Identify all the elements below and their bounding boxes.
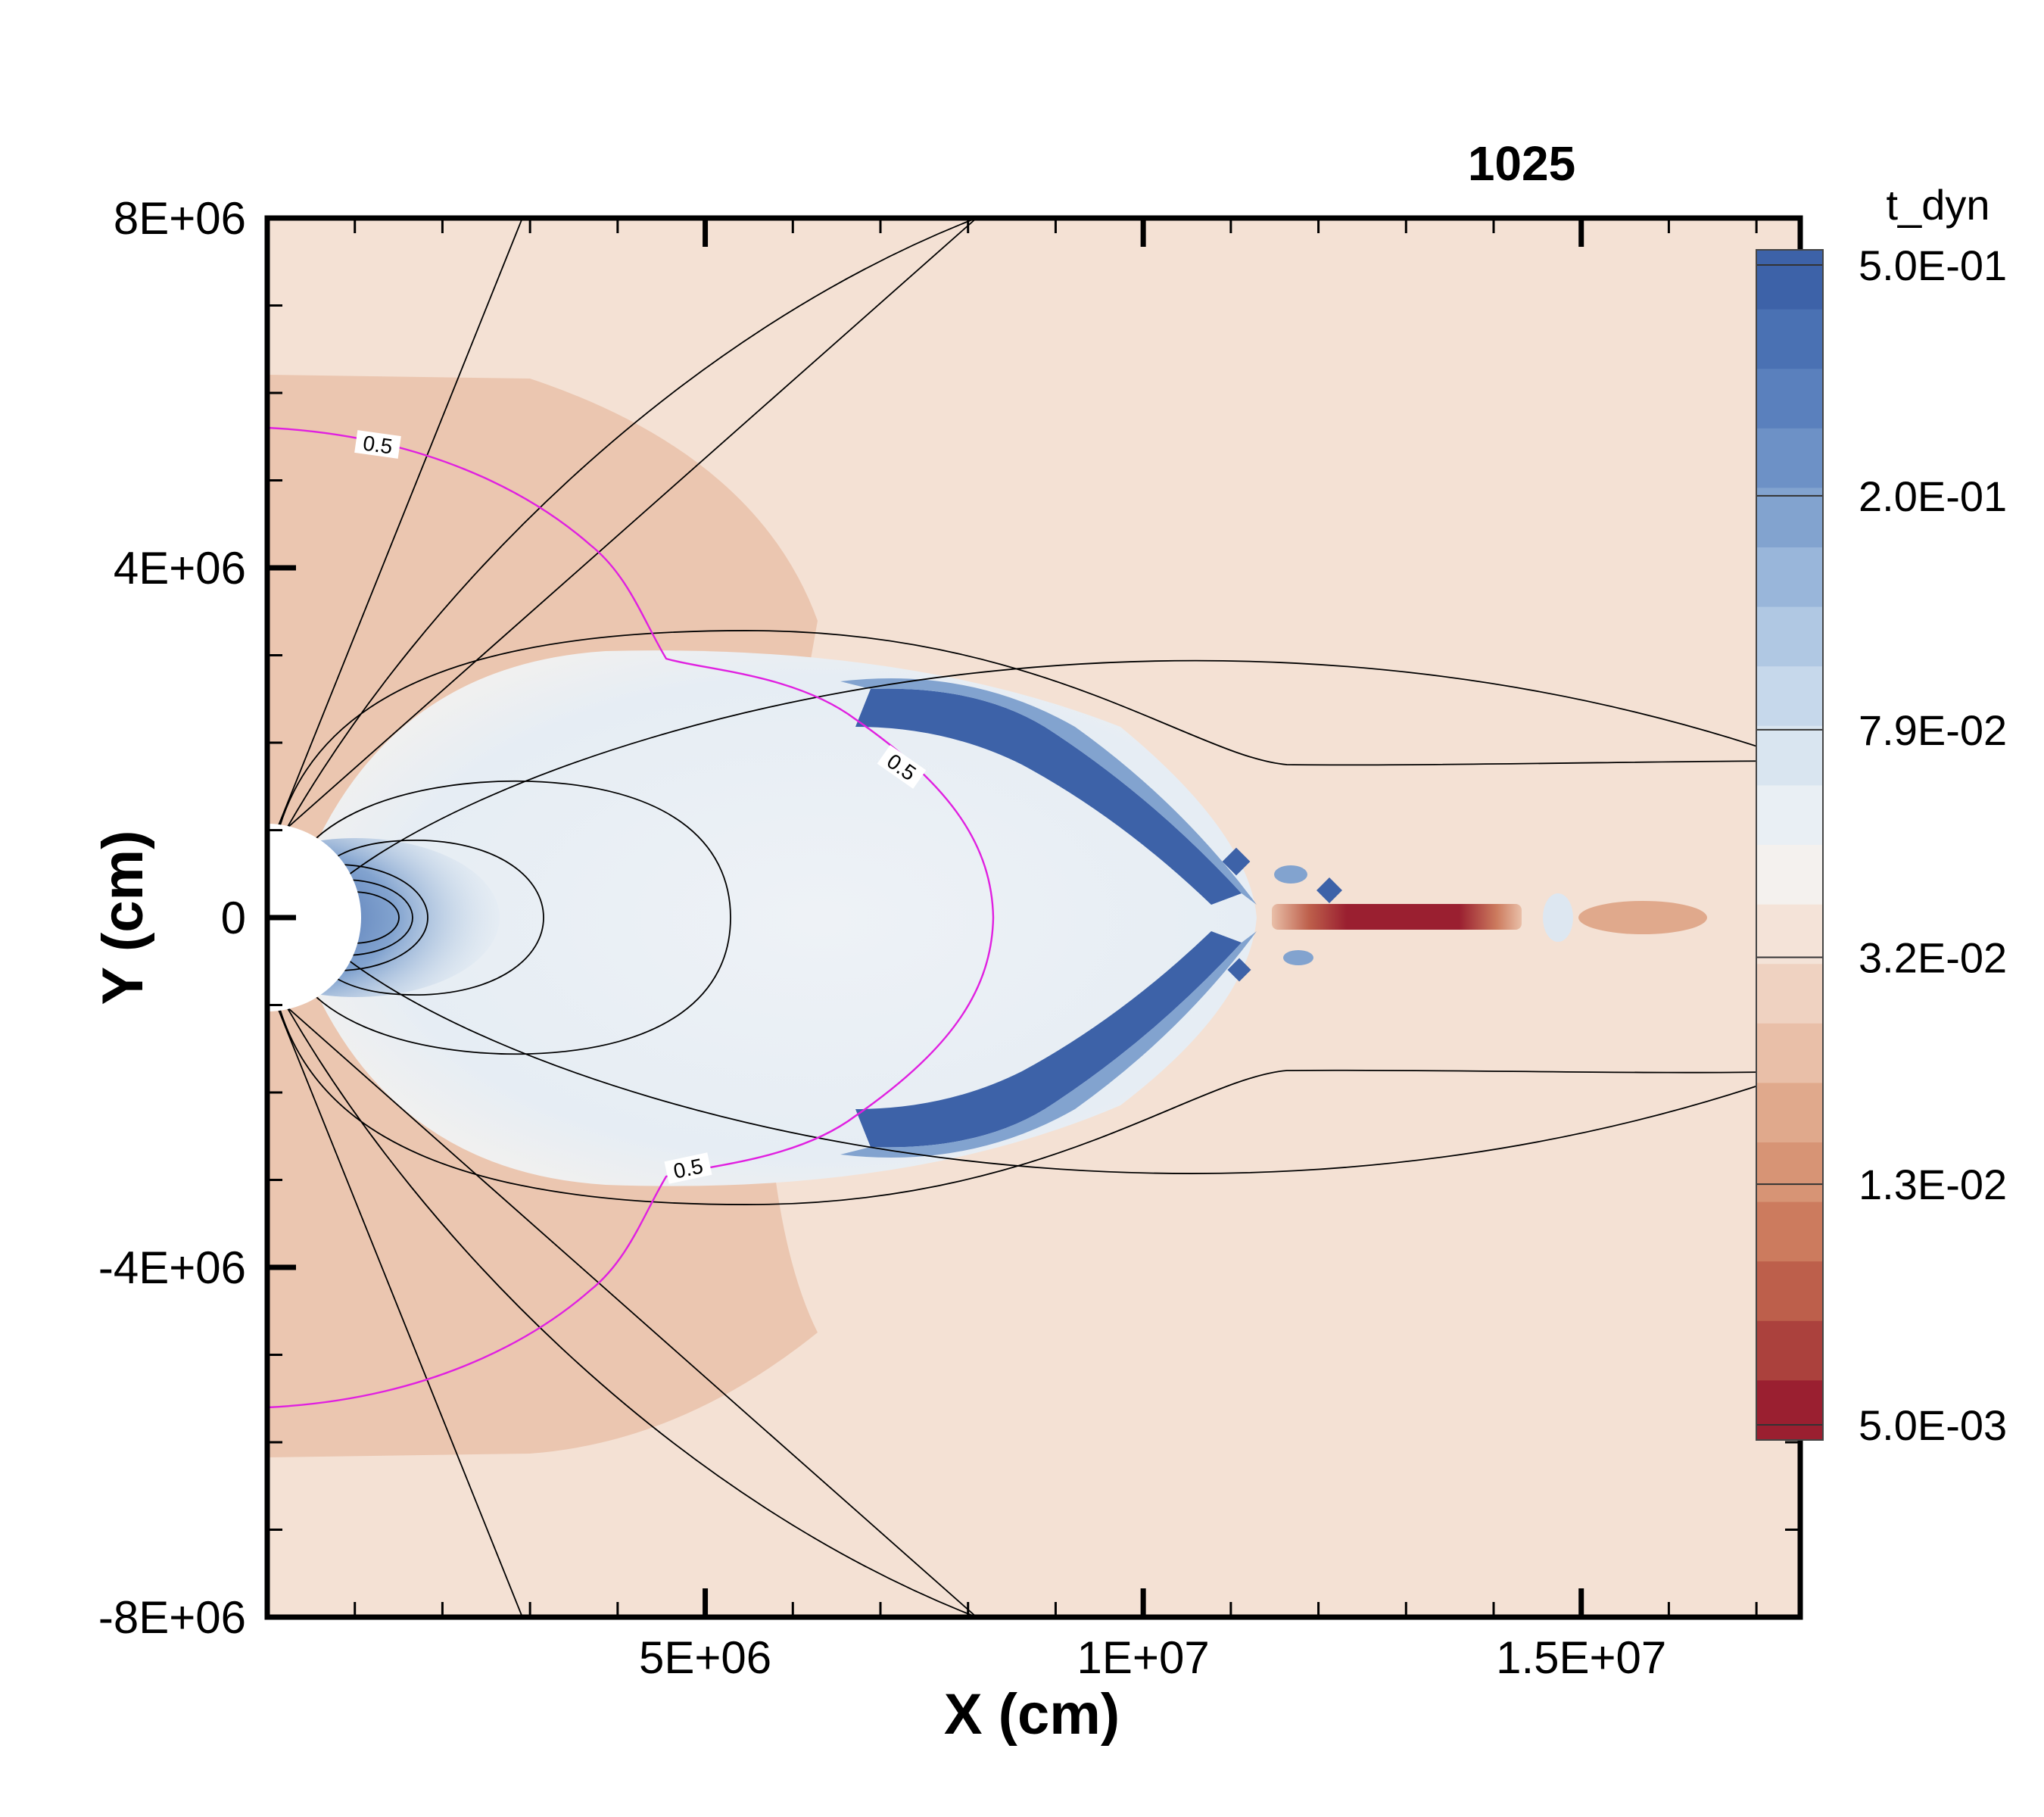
colorbar-swatch: [1756, 369, 1823, 429]
colorbar-label: 5.0E-01: [1859, 242, 2007, 289]
y-tick-label: -4E+06: [98, 1242, 246, 1293]
colorbar-label: 3.2E-02: [1859, 933, 2007, 981]
colorbar-swatch: [1756, 845, 1823, 905]
jet-gap: [1543, 893, 1573, 942]
colorbar-label: 7.9E-02: [1859, 706, 2007, 754]
colorbar-frame: [1756, 249, 1824, 1441]
colorbar-swatch: [1756, 1142, 1823, 1203]
colorbar-swatch: [1756, 1201, 1823, 1262]
colorbar-swatch: [1756, 1083, 1823, 1143]
jet-spike: [1272, 904, 1522, 930]
colorbar-swatch: [1756, 428, 1823, 488]
x-tick-label: 1E+07: [1077, 1632, 1210, 1683]
chart-title: 1025: [1468, 136, 1575, 191]
shock-knot-5: [1283, 950, 1313, 965]
colorbar-swatch: [1756, 1023, 1823, 1083]
y-axis-label: Y (cm): [91, 831, 155, 1005]
shock-fringe-upper: [840, 678, 1257, 905]
shock-band-lower: [855, 931, 1242, 1148]
y-tick-labels: 8E+06 4E+06 0 -4E+06 -8E+06: [98, 193, 246, 1643]
magenta-contour: [267, 426, 995, 1409]
colorbar-swatches: [1756, 250, 1823, 1441]
central-body: [267, 824, 361, 1011]
colorbar-swatch: [1756, 547, 1823, 608]
x-tick-label: 5E+06: [639, 1632, 771, 1683]
colorbar-label: 5.0E-03: [1859, 1401, 2007, 1449]
x-tick-label: 1.5E+07: [1496, 1632, 1666, 1683]
shock-knot-4: [1274, 865, 1307, 884]
colorbar-swatch: [1756, 1380, 1823, 1441]
shock-knot-3: [1227, 958, 1251, 982]
colorbar-swatch: [1756, 1261, 1823, 1322]
colorbar-labels: 5.0E-01 2.0E-01 7.9E-02 3.2E-02 1.3E-02 …: [1859, 242, 2007, 1449]
shock-band-upper: [855, 688, 1242, 905]
cavity-bubble: [288, 650, 1257, 1186]
colorbar-swatch: [1756, 964, 1823, 1024]
colorbar-title: t_dyn: [1887, 181, 1990, 229]
colorbar-label: 2.0E-01: [1859, 472, 2007, 520]
shock-knot-2: [1316, 877, 1342, 903]
y-tick-label: 8E+06: [114, 193, 246, 244]
colorbar-swatch: [1756, 904, 1823, 965]
colorbar-swatch: [1756, 309, 1823, 369]
shock-fringe-lower: [840, 931, 1257, 1158]
colorbar: t_dyn 5.0E-01 2.0E-01 7.9E-02 3.2E-02 1.…: [1756, 181, 2007, 1449]
y-tick-label: 4E+06: [114, 543, 246, 594]
colorbar-swatch: [1756, 785, 1823, 846]
contour-label-1: 0.5: [361, 431, 394, 458]
y-tick-label: -8E+06: [98, 1592, 246, 1643]
jet-tail: [1578, 901, 1707, 934]
colorbar-swatch: [1756, 488, 1823, 548]
contour-field: [267, 218, 1800, 1617]
colorbar-swatch: [1756, 606, 1823, 667]
colorbar-swatch: [1756, 1320, 1823, 1381]
colorbar-swatch: [1756, 725, 1823, 786]
colorbar-label: 1.3E-02: [1859, 1161, 2007, 1208]
shock-knot-1: [1222, 847, 1251, 876]
x-axis-label: X (cm): [944, 1682, 1120, 1747]
y-tick-label: 0: [221, 893, 246, 943]
colorbar-swatch: [1756, 666, 1823, 727]
x-tick-labels: 5E+06 1E+07 1.5E+07: [639, 1632, 1666, 1683]
colorbar-swatch: [1756, 250, 1823, 310]
